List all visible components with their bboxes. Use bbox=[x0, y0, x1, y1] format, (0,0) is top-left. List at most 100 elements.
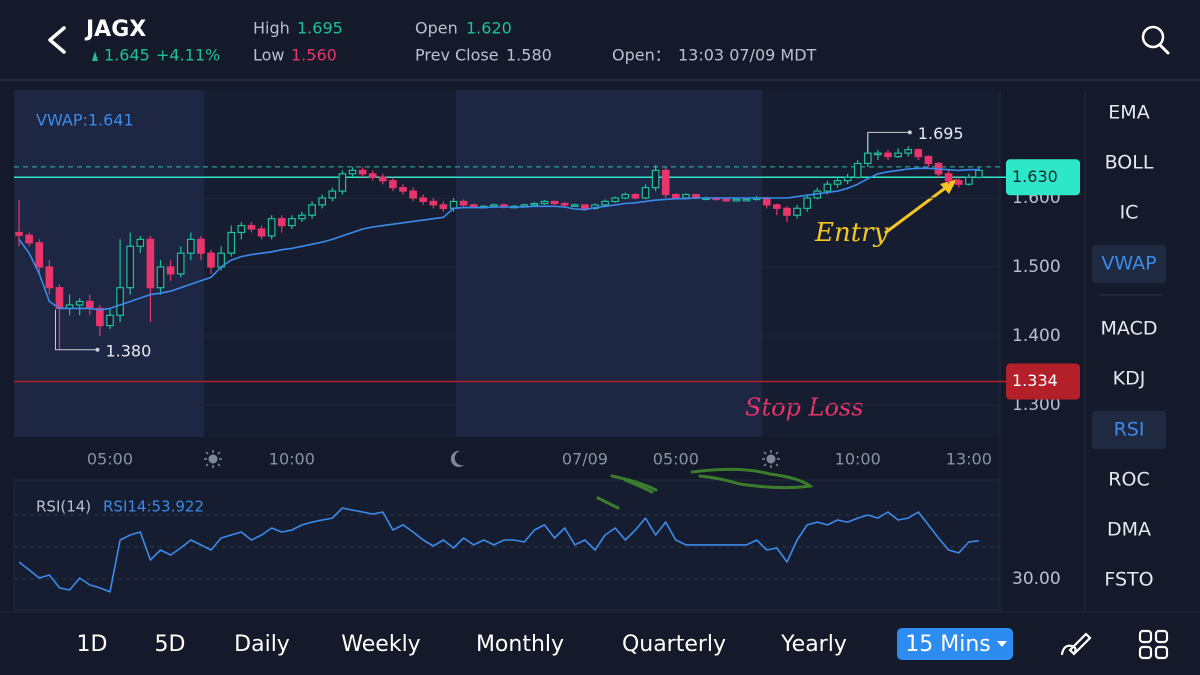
layout-button[interactable] bbox=[1138, 629, 1169, 660]
indicator-button[interactable]: MACD bbox=[1101, 318, 1158, 340]
indicator-button[interactable]: VWAP bbox=[1101, 253, 1156, 275]
last-price: 1.645 bbox=[104, 46, 150, 65]
timeframe-tab[interactable]: Weekly bbox=[341, 632, 420, 657]
indicator-button[interactable]: RSI bbox=[1114, 419, 1145, 441]
candle-body bbox=[833, 180, 842, 185]
timeframe-tab[interactable]: Monthly bbox=[476, 632, 564, 657]
candle-body bbox=[783, 207, 791, 216]
low-label: Low bbox=[253, 46, 285, 65]
back-button[interactable] bbox=[48, 26, 66, 54]
timeframe-tab[interactable]: Quarterly bbox=[622, 632, 726, 657]
candle-body bbox=[358, 169, 367, 175]
candle-body bbox=[500, 204, 508, 207]
high-label: High bbox=[253, 19, 290, 38]
candle-body bbox=[399, 187, 407, 192]
indicator-button[interactable]: KDJ bbox=[1113, 368, 1146, 390]
low-marker-label: 1.380 bbox=[105, 341, 151, 360]
indicator-button[interactable]: EMA bbox=[1108, 102, 1149, 124]
y-tick-label: 1.300 bbox=[1012, 395, 1061, 415]
indicator-button[interactable]: DMA bbox=[1107, 519, 1151, 541]
draw-tool-button[interactable] bbox=[1060, 632, 1092, 656]
candle-body bbox=[803, 197, 812, 209]
symbol: JAGX bbox=[84, 17, 146, 42]
candle-body bbox=[308, 204, 316, 216]
candle-body bbox=[641, 187, 650, 199]
change: +4.11% bbox=[156, 46, 220, 65]
high-value: 1.695 bbox=[297, 19, 343, 38]
search-button[interactable] bbox=[1141, 25, 1170, 55]
candle-body bbox=[116, 287, 124, 316]
low-marker-dot bbox=[95, 347, 100, 352]
indicator-highlight bbox=[1092, 411, 1166, 449]
candle-body bbox=[96, 307, 104, 327]
open-label: Open bbox=[415, 19, 458, 38]
candle-body bbox=[227, 231, 236, 254]
candle-body bbox=[944, 173, 953, 182]
low-value: 1.560 bbox=[291, 46, 337, 65]
prev-close-label: Prev Close bbox=[415, 46, 499, 65]
candle-body bbox=[45, 266, 54, 289]
candle-body bbox=[722, 198, 731, 202]
indicator-button[interactable]: IC bbox=[1120, 202, 1139, 224]
candle-body bbox=[186, 238, 195, 254]
y-tick-label: 30.00 bbox=[1012, 569, 1061, 589]
extended-hours-shade bbox=[456, 90, 762, 437]
indicator-button[interactable]: ROC bbox=[1108, 469, 1149, 491]
candle-body bbox=[318, 197, 327, 206]
candle-body bbox=[540, 200, 549, 205]
candle-body bbox=[601, 200, 609, 206]
candle-body bbox=[75, 300, 84, 306]
stop-loss-annotation: Stop Loss bbox=[745, 394, 864, 422]
scribbles bbox=[596, 467, 814, 510]
candle-body bbox=[338, 173, 347, 192]
rsi-panel bbox=[13, 479, 1001, 611]
candle-body bbox=[348, 169, 357, 175]
candle-body bbox=[581, 204, 589, 209]
entry-arrow bbox=[884, 179, 957, 235]
timeframe-tab[interactable]: 5D bbox=[155, 632, 186, 657]
moon-icon bbox=[450, 450, 464, 467]
up-icon bbox=[92, 51, 98, 61]
candle-body bbox=[267, 218, 276, 237]
price-tag bbox=[1006, 363, 1080, 400]
candle-body bbox=[459, 200, 468, 206]
x-tick-label: 10:00 bbox=[835, 450, 881, 469]
timeframe-tab[interactable]: 15 Mins bbox=[905, 632, 991, 657]
candle-body bbox=[823, 183, 832, 192]
x-tick-label: 05:00 bbox=[87, 450, 133, 469]
candle-body bbox=[257, 228, 266, 237]
legend-entry: RSI14:53.922 bbox=[103, 498, 204, 516]
candle-body bbox=[853, 162, 862, 178]
x-tick-label: 05:00 bbox=[653, 450, 699, 469]
candle-body bbox=[570, 204, 579, 207]
candle-body bbox=[894, 152, 902, 158]
legend-entry: VWAP:1.641 bbox=[36, 111, 134, 130]
indicator-button[interactable]: FSTO bbox=[1104, 569, 1153, 591]
prev-close-value: 1.580 bbox=[506, 46, 552, 65]
candle-body bbox=[207, 252, 215, 268]
candle-body bbox=[975, 169, 983, 178]
candle-body bbox=[904, 149, 913, 154]
candle-body bbox=[449, 200, 458, 209]
candle-body bbox=[25, 234, 33, 244]
x-tick-label: 13:00 bbox=[946, 450, 992, 469]
low-marker bbox=[54, 309, 96, 351]
candle-body bbox=[288, 218, 296, 227]
candle-body bbox=[530, 202, 539, 206]
timeframe-tab[interactable]: Daily bbox=[234, 632, 290, 657]
candle-body bbox=[762, 197, 771, 206]
x-tick-label: 10:00 bbox=[269, 450, 315, 469]
candle-body bbox=[237, 224, 246, 234]
x-tick-label: 07/09 bbox=[562, 450, 608, 469]
search-icon bbox=[1141, 25, 1165, 49]
candle-body bbox=[277, 218, 286, 227]
indicator-button[interactable]: BOLL bbox=[1105, 152, 1154, 174]
open-value: 1.620 bbox=[466, 19, 512, 38]
high-marker-label: 1.695 bbox=[918, 124, 964, 143]
panel-title: RSI(14) bbox=[36, 498, 91, 516]
high-marker bbox=[867, 131, 908, 153]
price-tag-label: 1.630 bbox=[1012, 167, 1058, 186]
candle-body bbox=[368, 173, 377, 178]
timeframe-tab[interactable]: 1D bbox=[77, 632, 108, 657]
timeframe-tab[interactable]: Yearly bbox=[780, 632, 847, 657]
